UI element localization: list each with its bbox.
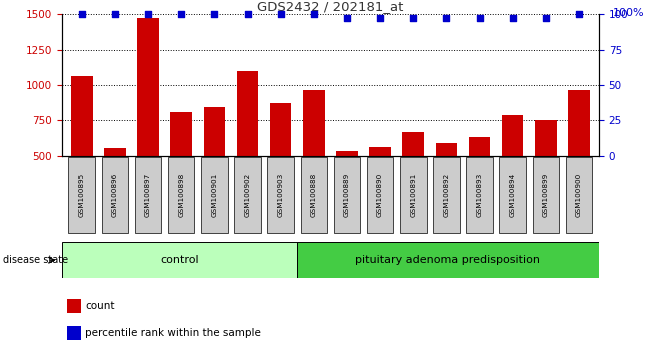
Bar [436, 143, 457, 227]
FancyBboxPatch shape [102, 156, 128, 233]
Text: GSM100894: GSM100894 [510, 172, 516, 217]
Text: GSM100897: GSM100897 [145, 172, 151, 217]
Bar [568, 90, 590, 227]
Text: GSM100893: GSM100893 [477, 172, 482, 217]
Text: count: count [85, 301, 115, 311]
Text: GSM100890: GSM100890 [377, 172, 383, 217]
FancyBboxPatch shape [234, 156, 261, 233]
Text: GSM100895: GSM100895 [79, 172, 85, 217]
Text: GSM100903: GSM100903 [278, 172, 284, 217]
Text: GSM100902: GSM100902 [245, 172, 251, 217]
Point [109, 11, 120, 17]
Bar [237, 71, 258, 227]
FancyBboxPatch shape [268, 156, 294, 233]
Bar [171, 112, 192, 227]
Text: GSM100900: GSM100900 [576, 172, 582, 217]
Text: GSM100892: GSM100892 [443, 172, 449, 217]
Point [375, 16, 385, 21]
Point [143, 11, 153, 17]
Bar [204, 107, 225, 227]
Point [342, 16, 352, 21]
Bar [270, 103, 292, 227]
Text: control: control [160, 255, 199, 265]
Bar [71, 76, 92, 227]
Y-axis label: 100%: 100% [613, 8, 644, 18]
Text: GSM100888: GSM100888 [311, 172, 317, 217]
Point [77, 11, 87, 17]
FancyBboxPatch shape [301, 156, 327, 233]
Bar [535, 120, 557, 227]
Point [176, 11, 186, 17]
Point [275, 11, 286, 17]
Bar [104, 148, 126, 227]
FancyBboxPatch shape [466, 156, 493, 233]
Point [541, 16, 551, 21]
Bar [336, 151, 358, 227]
Text: GSM100898: GSM100898 [178, 172, 184, 217]
FancyBboxPatch shape [297, 242, 599, 278]
Bar [369, 147, 391, 227]
Point [242, 11, 253, 17]
Point [408, 16, 419, 21]
Point [475, 16, 485, 21]
FancyBboxPatch shape [566, 156, 592, 233]
Text: GSM100889: GSM100889 [344, 172, 350, 217]
Text: percentile rank within the sample: percentile rank within the sample [85, 328, 261, 338]
FancyBboxPatch shape [367, 156, 393, 233]
Text: GSM100891: GSM100891 [410, 172, 416, 217]
Point [309, 11, 319, 17]
Point [574, 11, 584, 17]
Bar [67, 326, 81, 340]
FancyBboxPatch shape [62, 242, 297, 278]
FancyBboxPatch shape [168, 156, 195, 233]
FancyBboxPatch shape [334, 156, 360, 233]
FancyBboxPatch shape [201, 156, 228, 233]
Bar [402, 132, 424, 227]
Text: disease state: disease state [3, 255, 68, 265]
Bar [469, 137, 490, 227]
Point [508, 16, 518, 21]
Text: GSM100899: GSM100899 [543, 172, 549, 217]
FancyBboxPatch shape [400, 156, 426, 233]
FancyBboxPatch shape [433, 156, 460, 233]
Bar [67, 299, 81, 313]
Point [209, 11, 219, 17]
Point [441, 16, 452, 21]
Text: GSM100901: GSM100901 [212, 172, 217, 217]
FancyBboxPatch shape [499, 156, 526, 233]
Bar [303, 90, 325, 227]
Text: pituitary adenoma predisposition: pituitary adenoma predisposition [355, 255, 540, 265]
Title: GDS2432 / 202181_at: GDS2432 / 202181_at [257, 0, 404, 13]
FancyBboxPatch shape [135, 156, 161, 233]
FancyBboxPatch shape [68, 156, 95, 233]
Bar [137, 18, 159, 227]
Bar [502, 115, 523, 227]
Text: GSM100896: GSM100896 [112, 172, 118, 217]
FancyBboxPatch shape [533, 156, 559, 233]
